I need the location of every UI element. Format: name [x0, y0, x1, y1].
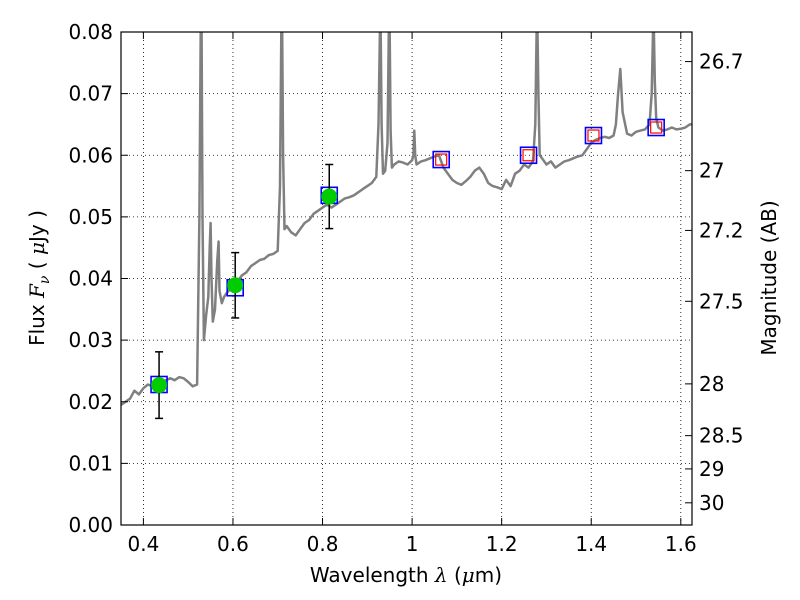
observed-point — [151, 377, 168, 394]
y-axis-title: Flux Fν ( μJy ) — [25, 210, 53, 346]
observed-points-group — [151, 163, 338, 420]
y2-tick-label: 27 — [699, 159, 724, 183]
x-tick-label: 0.6 — [217, 532, 249, 556]
upper-limit-square — [435, 153, 448, 166]
model-photometry-square — [432, 150, 451, 169]
x-tick-label: 1.6 — [665, 532, 697, 556]
y2-tick-label: 27.2 — [699, 218, 744, 242]
sed-model-line — [121, 32, 692, 406]
x-tick-label: 0.4 — [127, 532, 159, 556]
upper-limit-square — [522, 149, 535, 162]
observed-point — [321, 188, 338, 205]
x-tick-label: 1.4 — [575, 532, 607, 556]
y-tick-label: 0.02 — [68, 390, 113, 414]
x-axis-title: Wavelength λ (μm) — [310, 563, 502, 587]
y-tick-label: 0.01 — [68, 451, 113, 475]
y2-tick-label: 28.5 — [699, 424, 744, 448]
y-tick-label: 0.08 — [68, 20, 113, 44]
y-tick-label: 0.07 — [68, 82, 113, 106]
ticks: 0.4 0.6 0.8 1 1.2 1.4 1.6 0.00 0.01 0.02 0.03 0.04 0… — [68, 20, 743, 556]
model-photometry-square — [647, 118, 665, 137]
y2-tick-label: 28 — [699, 372, 724, 396]
observed-point — [227, 277, 244, 294]
y-tick-label: 0.00 — [68, 513, 113, 537]
upper-limit-square — [650, 121, 663, 134]
model-photometry-square — [584, 126, 603, 145]
y2-axis-title: Magnitude (AB) — [757, 200, 781, 355]
x-tick-label: 1.2 — [486, 532, 518, 556]
y2-tick-label: 30 — [699, 491, 724, 515]
model-photometry-square — [519, 146, 538, 165]
y2-tick-label: 29 — [699, 457, 724, 481]
sed-line-group — [121, 32, 692, 406]
y2-tick-label: 26.7 — [699, 50, 744, 74]
y-tick-label: 0.06 — [68, 143, 113, 167]
y-tick-label: 0.04 — [68, 267, 113, 291]
x-tick-label: 1 — [406, 532, 419, 556]
y-tick-label: 0.05 — [68, 205, 113, 229]
upper-limit-square — [587, 129, 600, 142]
x-tick-label: 0.8 — [307, 532, 339, 556]
y2-tick-label: 27.5 — [699, 289, 744, 313]
y-tick-label: 0.03 — [68, 328, 113, 352]
